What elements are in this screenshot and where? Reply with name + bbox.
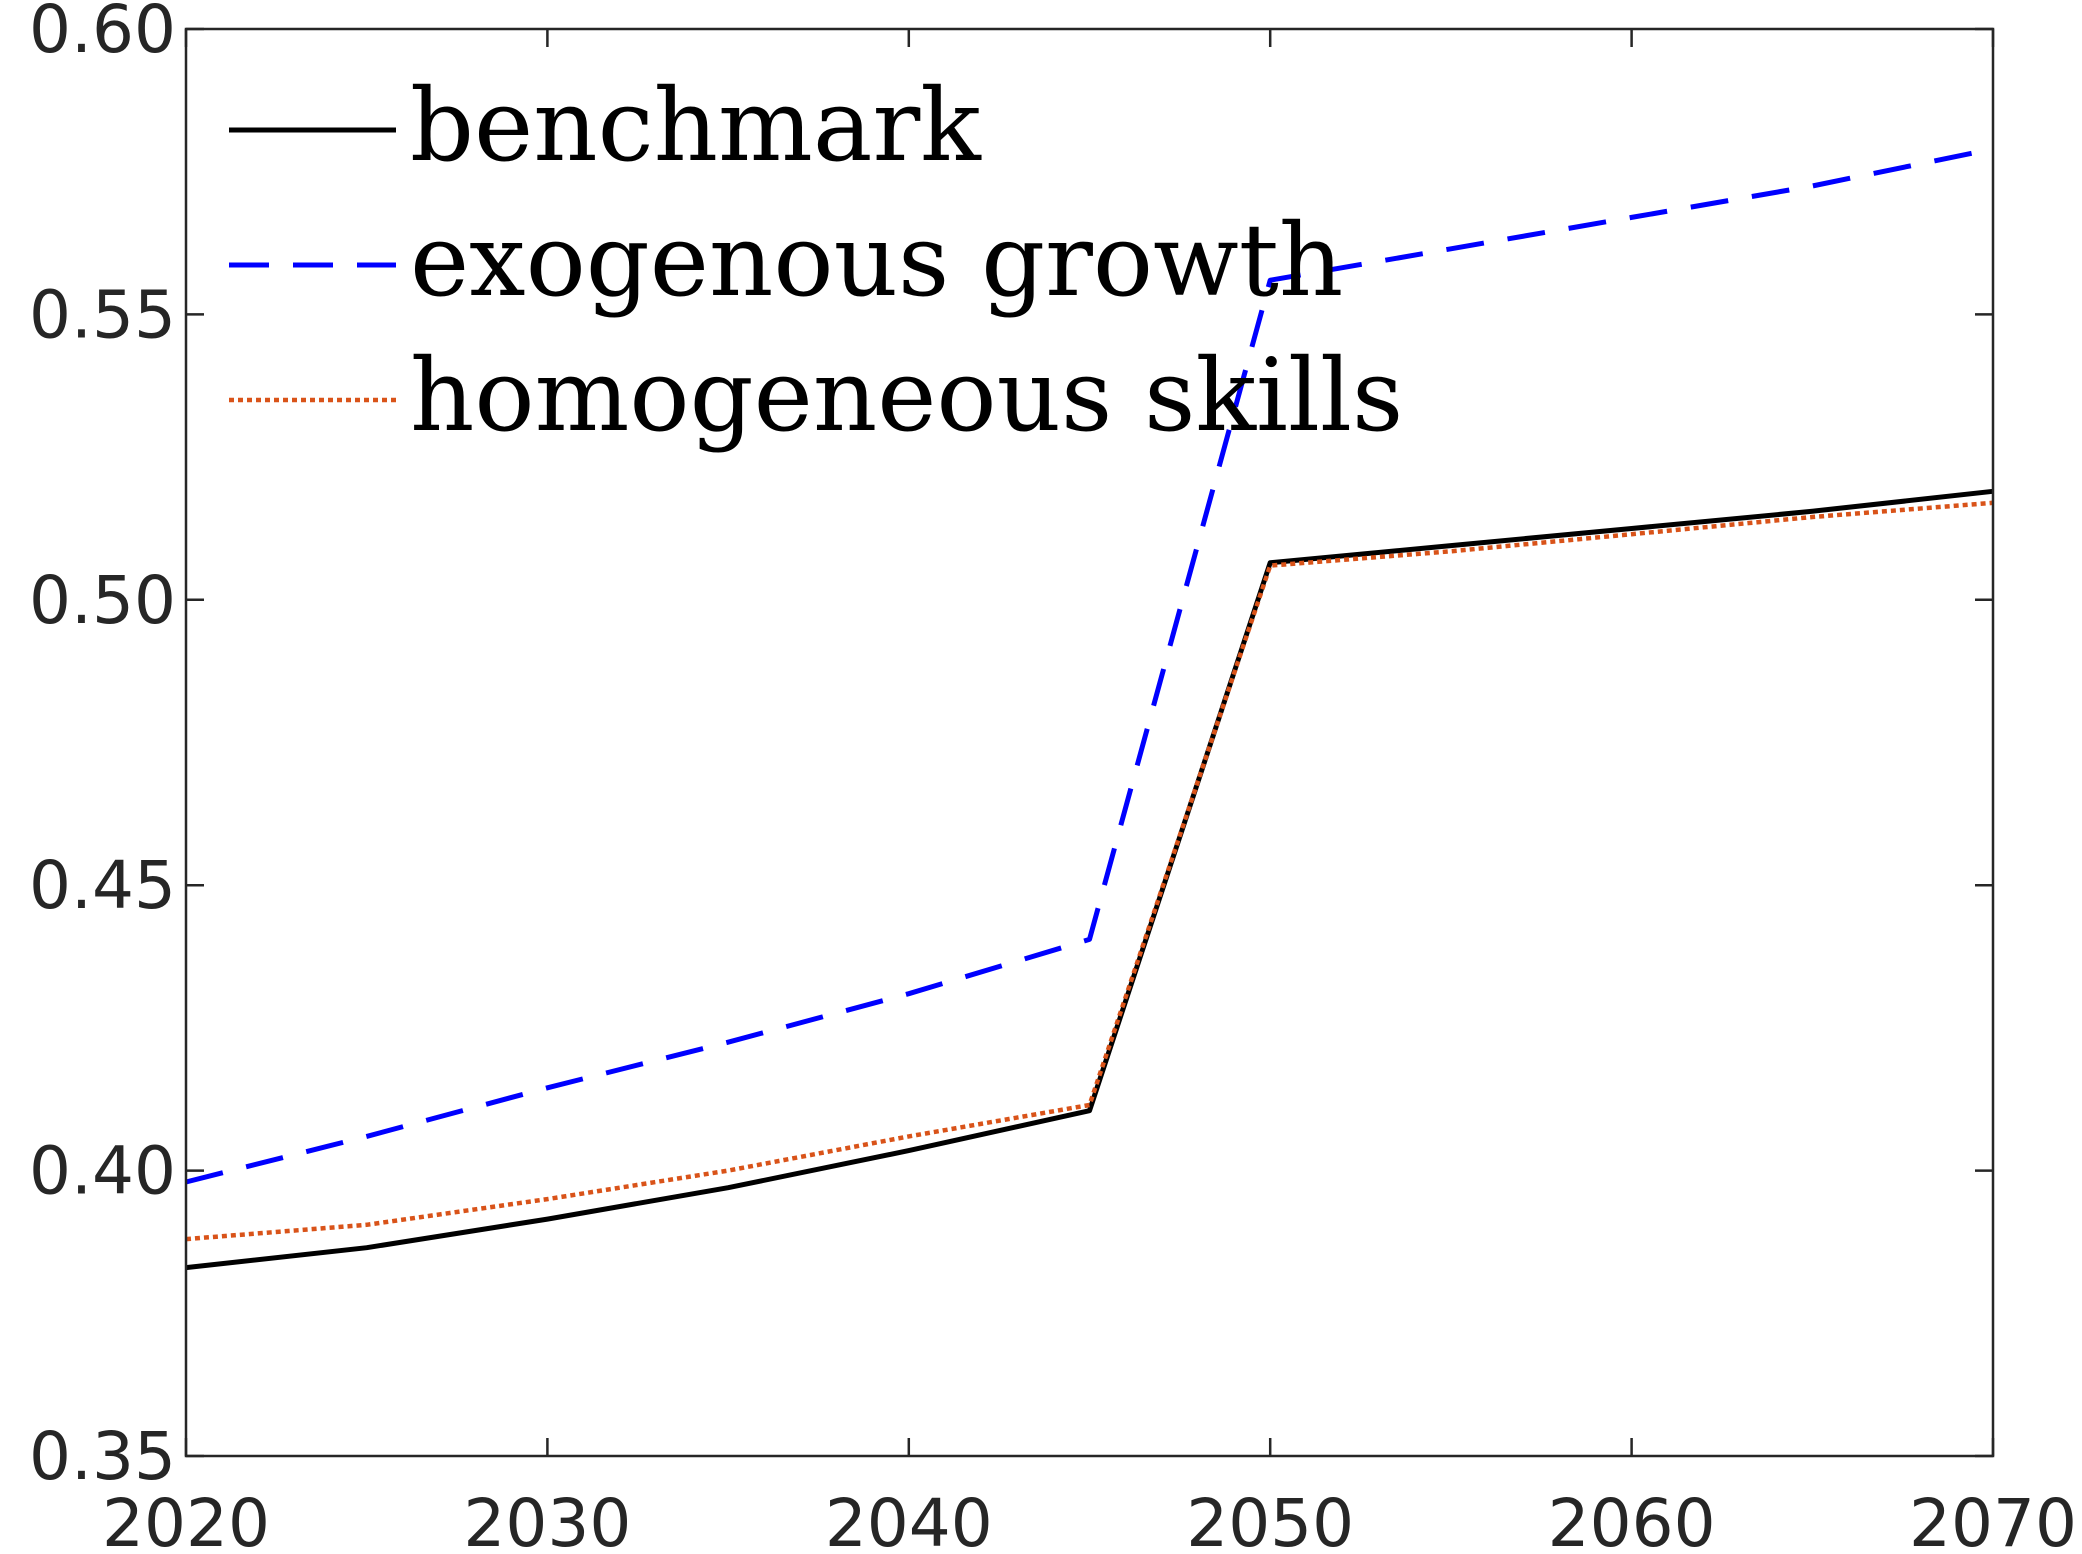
axes-box	[184, 27, 1995, 1458]
legend-label-benchmark: benchmark	[410, 67, 982, 184]
legend: benchmark exogenous growth homogeneous ski…	[229, 67, 1403, 454]
tick-labels: 2020 2030 2040 2050 2060 2070 0.35 0.40 0.45 0.50…	[29, 0, 2077, 1554]
legend-label-homogeneous-skills: homogeneous skills	[410, 337, 1403, 454]
x-tick-label: 2040	[825, 1485, 993, 1554]
y-tick-label: 0.35	[29, 1418, 176, 1495]
axes-frame	[184, 27, 1995, 1458]
y-tick-label: 0.50	[29, 562, 176, 639]
y-tick-label: 0.45	[29, 847, 176, 924]
y-tick-label: 0.40	[29, 1133, 176, 1210]
series-benchmark-line	[185, 488, 1994, 1271]
y-tick-label: 0.55	[29, 276, 176, 353]
x-tick-label: 2060	[1548, 1485, 1716, 1554]
plot-area	[186, 29, 1993, 1456]
x-tick-label: 2030	[463, 1485, 631, 1554]
series-exogenous-growth-line	[185, 146, 1994, 1185]
series-lines	[185, 146, 1994, 1271]
legend-label-exogenous-growth: exogenous growth	[410, 202, 1343, 319]
x-tick-label: 2050	[1186, 1485, 1354, 1554]
x-tick-label: 2020	[102, 1485, 270, 1554]
plot-background	[186, 29, 1993, 1456]
y-tick-label: 0.60	[29, 0, 176, 68]
x-tick-label: 2070	[1909, 1485, 2077, 1554]
